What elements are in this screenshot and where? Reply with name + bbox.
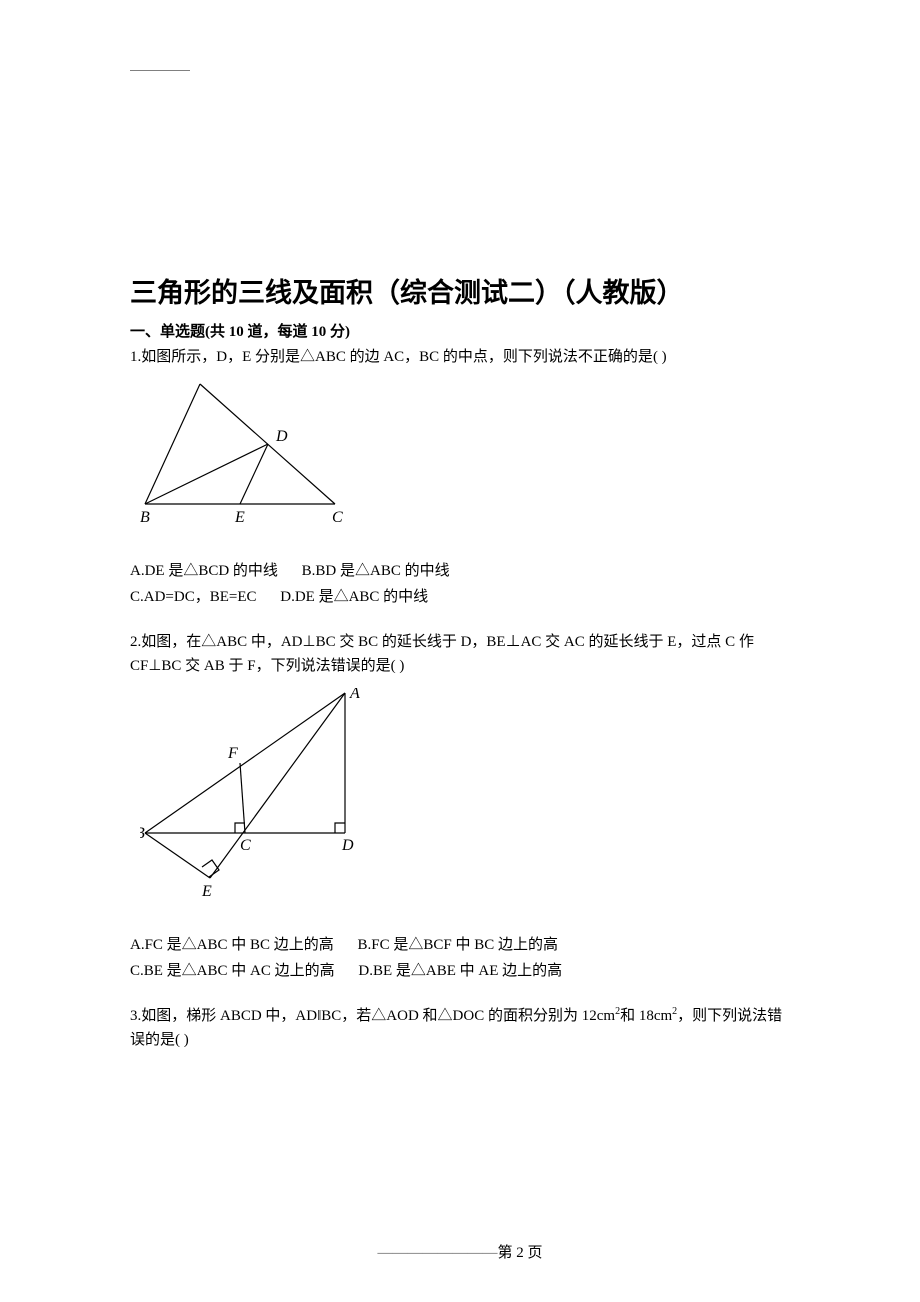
- q3-text: 3.如图，梯形 ABCD 中，AD‖BC，若△AOD 和△DOC 的面积分别为 …: [130, 1004, 790, 1052]
- q3-pre: 3.如图，梯形 ABCD 中，AD‖BC，若△AOD 和△DOC 的面积分别为 …: [130, 1008, 597, 1024]
- q3-unit2: cm: [654, 1008, 672, 1024]
- section-header: 一、单选题(共 10 道，每道 10 分): [130, 320, 790, 341]
- q2-optD: D.BE 是△ABE 中 AE 边上的高: [358, 963, 562, 979]
- q3-mid: 和 18: [620, 1008, 654, 1024]
- q2-svg: A F B C D E: [140, 688, 370, 908]
- q1-label-B: B: [140, 509, 150, 526]
- footer-dash: ————————: [377, 1245, 497, 1261]
- q2-text: 2.如图，在△ABC 中，AD⊥BC 交 BC 的延长线于 D，BE⊥AC 交 …: [130, 630, 790, 678]
- document-title: 三角形的三线及面积（综合测试二）（人教版）: [130, 271, 790, 310]
- q2-label-C: C: [240, 837, 251, 854]
- q1-figure: A B E C D: [140, 379, 790, 539]
- q1-svg: A B E C D: [140, 379, 350, 534]
- q2-options: A.FC 是△ABC 中 BC 边上的高 B.FC 是△BCF 中 BC 边上的…: [130, 933, 790, 984]
- header-dash-line: [130, 70, 190, 71]
- q1-text: 1.如图所示，D，E 分别是△ABC 的边 AC，BC 的中点，则下列说法不正确…: [130, 345, 790, 369]
- q2-optB: B.FC 是△BCF 中 BC 边上的高: [358, 937, 558, 953]
- q3-unit1: cm: [597, 1008, 615, 1024]
- q2-label-D: D: [341, 837, 354, 854]
- q1-label-E: E: [234, 509, 245, 526]
- q2-label-B: B: [140, 825, 145, 842]
- q2-label-E: E: [201, 883, 212, 900]
- q1-optC: C.AD=DC，BE=EC: [130, 589, 257, 605]
- footer-page: 第 2 页: [497, 1245, 542, 1261]
- q1-optB: B.BD 是△ABC 的中线: [302, 563, 450, 579]
- q2-label-A: A: [349, 688, 360, 702]
- q1-optD: D.DE 是△ABC 的中线: [280, 589, 428, 605]
- q1-options: A.DE 是△BCD 的中线 B.BD 是△ABC 的中线 C.AD=DC，BE…: [130, 559, 790, 610]
- q1-label-C: C: [332, 509, 343, 526]
- q2-label-F: F: [227, 745, 238, 762]
- q1-label-D: D: [275, 428, 288, 445]
- q2-optA: A.FC 是△ABC 中 BC 边上的高: [130, 937, 334, 953]
- q2-figure: A F B C D E: [140, 688, 790, 913]
- q1-optA: A.DE 是△BCD 的中线: [130, 563, 278, 579]
- q2-optC: C.BE 是△ABC 中 AC 边上的高: [130, 963, 335, 979]
- page-footer: ————————第 2 页: [0, 1241, 920, 1262]
- q1-label-A: A: [194, 379, 205, 381]
